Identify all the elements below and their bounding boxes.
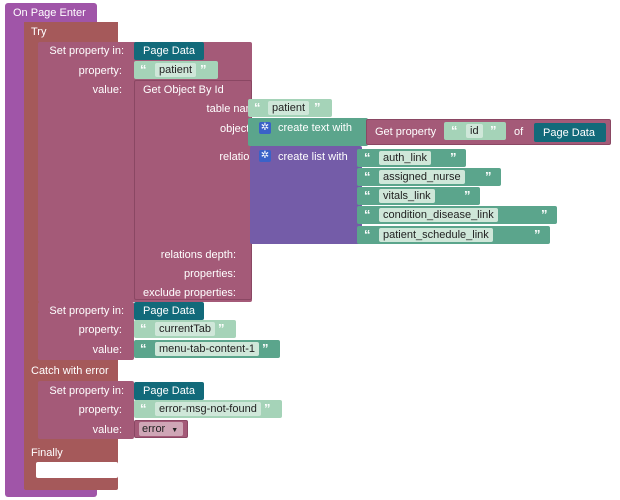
create-list-block[interactable]	[250, 146, 362, 244]
quote-close-icon: ”	[314, 100, 321, 115]
quote-open-icon: “	[364, 207, 371, 222]
relation-text-field[interactable]: assigned_nurse	[379, 170, 465, 184]
page-data-block[interactable]	[134, 302, 204, 320]
quote-open-icon: “	[364, 169, 371, 184]
try-header-bar	[24, 22, 118, 40]
get-object-title: Get Object By Id	[143, 84, 224, 96]
property-text-field[interactable]: currentTab	[155, 322, 215, 336]
relation-text-field[interactable]: vitals_link	[379, 189, 435, 203]
value-label: value:	[92, 84, 122, 96]
set-property-in-label: Set property in:	[49, 385, 124, 397]
relation-text-field[interactable]: patient_schedule_link	[379, 228, 493, 242]
quote-close-icon: ”	[485, 169, 492, 184]
property-label: property:	[78, 404, 122, 416]
page-data-block[interactable]	[134, 382, 204, 400]
quote-open-icon: “	[140, 321, 147, 336]
try-label: Try	[31, 26, 47, 38]
relations-label: relations:	[219, 151, 264, 163]
get-object-by-id-block[interactable]	[134, 80, 252, 300]
quote-close-icon: ”	[464, 188, 471, 203]
quote-open-icon: “	[254, 100, 261, 115]
relation-text-field[interactable]: condition_disease_link	[379, 208, 498, 222]
chevron-down-icon: ▼	[171, 427, 179, 434]
relation-text-field[interactable]: auth_link	[379, 151, 432, 165]
get-property-key-field[interactable]: id	[466, 124, 483, 138]
properties-label: properties:	[184, 268, 236, 280]
quote-close-icon: ”	[262, 341, 269, 356]
quote-close-icon: ”	[541, 207, 548, 222]
on-page-enter-label: On Page Enter	[13, 7, 86, 19]
page-data-block[interactable]	[534, 123, 606, 142]
of-label: of	[514, 126, 524, 138]
relations-depth-label: relations depth:	[160, 249, 236, 261]
exclude-properties-label: exclude properties:	[143, 287, 236, 299]
create-list-label: create list with	[278, 151, 348, 163]
gear-icon[interactable]: ✲	[259, 150, 271, 162]
finally-slot	[36, 462, 118, 478]
set-property-block-2[interactable]	[38, 302, 134, 360]
set-property-in-label: Set property in:	[49, 305, 124, 317]
value-label: value:	[92, 424, 122, 436]
quote-open-icon: “	[140, 341, 147, 356]
page-data-label: Page Data	[543, 127, 595, 139]
object-id-label: object id:	[219, 123, 264, 135]
quote-close-icon: ”	[450, 150, 457, 165]
set-property-in-label: Set property in:	[49, 45, 124, 57]
finally-header-bar	[24, 442, 118, 462]
property-text-field[interactable]: patient	[155, 63, 197, 77]
finally-label: Finally	[31, 447, 63, 459]
quote-open-icon: “	[140, 401, 147, 416]
error-dropdown-value: error	[142, 423, 166, 435]
page-data-block[interactable]	[134, 42, 204, 60]
property-label: property:	[78, 324, 122, 336]
page-data-label: Page Data	[143, 305, 195, 317]
quote-open-icon: “	[364, 188, 371, 203]
quote-close-icon: ”	[490, 123, 497, 138]
quote-close-icon: ”	[264, 401, 271, 416]
gear-icon[interactable]: ✲	[259, 122, 271, 134]
get-property-label: Get property	[375, 126, 437, 138]
catch-label: Catch with error	[31, 365, 109, 377]
quote-open-icon: “	[364, 150, 371, 165]
value-text-field[interactable]: menu-tab-content-1	[155, 342, 259, 356]
page-data-label: Page Data	[143, 385, 195, 397]
quote-open-icon: “	[451, 123, 458, 138]
quote-close-icon: ”	[200, 62, 207, 77]
property-label: property:	[78, 65, 122, 77]
quote-close-icon: ”	[218, 321, 225, 336]
value-label: value:	[92, 344, 122, 356]
property-text-field[interactable]: error-msg-not-found	[155, 402, 261, 416]
table-name-label: table name:	[206, 103, 264, 115]
catch-set-property-block[interactable]	[38, 381, 134, 439]
quote-close-icon: ”	[534, 227, 541, 242]
quote-open-icon: “	[364, 227, 371, 242]
quote-open-icon: “	[140, 62, 147, 77]
create-text-label: create text with	[278, 122, 352, 134]
error-dropdown[interactable]: error ▼	[139, 422, 183, 436]
page-data-label: Page Data	[143, 45, 195, 57]
table-name-field[interactable]: patient	[268, 101, 310, 115]
